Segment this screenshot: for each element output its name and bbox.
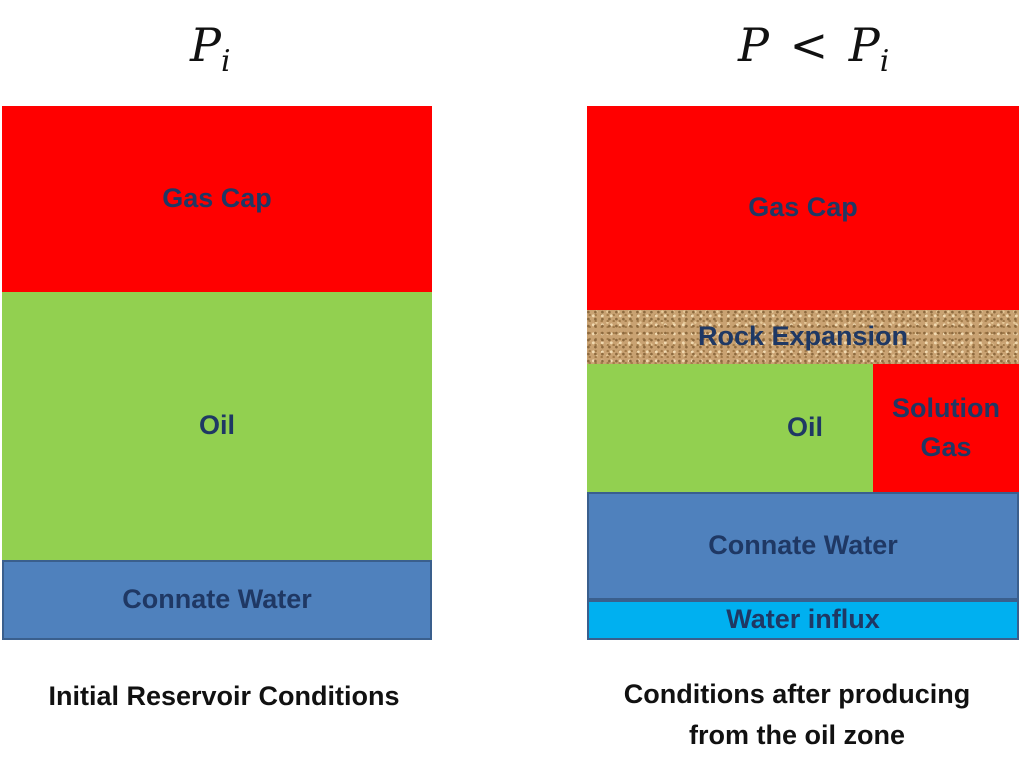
solution-gas-label-line1: Solution [892, 392, 1000, 423]
initial-pressure-symbol: P [190, 18, 221, 72]
initial-connate-water-zone: Connate Water [2, 560, 432, 640]
reduced-pressure-label: P < Pi [738, 22, 889, 77]
after-production-caption-line2: from the oil zone [689, 719, 905, 750]
solution-gas-label-line2: Gas [920, 432, 972, 462]
initial-gas-cap-zone: Gas Cap [2, 106, 432, 292]
rock-expansion-label: Rock Expansion [697, 321, 909, 352]
water-influx-label: Water influx [726, 604, 880, 635]
rock-expansion-zone: Rock Expansion [587, 310, 1019, 364]
after-production-caption: Conditions after producing from the oil … [587, 674, 1007, 755]
depleted-gas-cap-label: Gas Cap [748, 192, 858, 223]
reduced-pressure-ref-subscript: i [879, 44, 890, 79]
depleted-oil-label: Oil [786, 412, 823, 443]
initial-oil-zone: Oil [2, 292, 432, 560]
initial-pressure-subscript: i [220, 44, 231, 79]
initial-conditions-caption: Initial Reservoir Conditions [2, 676, 446, 717]
solution-gas-zone: Solution Gas [873, 364, 1019, 492]
initial-gas-cap-label: Gas Cap [162, 183, 272, 214]
depleted-connate-water-label: Connate Water [708, 530, 898, 561]
after-production-caption-line1: Conditions after producing [623, 679, 971, 709]
water-influx-zone: Water influx [587, 600, 1019, 640]
initial-pressure-label: Pi [190, 22, 231, 77]
initial-caption-text: Initial Reservoir Conditions [48, 681, 400, 711]
depleted-oil-zone: Oil [587, 364, 873, 492]
reduced-pressure-symbol: P [738, 18, 769, 72]
reduced-pressure-ref-symbol: P [848, 18, 880, 72]
reduced-pressure-operator: < [789, 18, 829, 72]
initial-connate-water-label: Connate Water [122, 584, 312, 615]
depleted-gas-cap-zone: Gas Cap [587, 106, 1019, 310]
initial-oil-label: Oil [198, 410, 235, 441]
depleted-connate-water-zone: Connate Water [587, 492, 1019, 600]
